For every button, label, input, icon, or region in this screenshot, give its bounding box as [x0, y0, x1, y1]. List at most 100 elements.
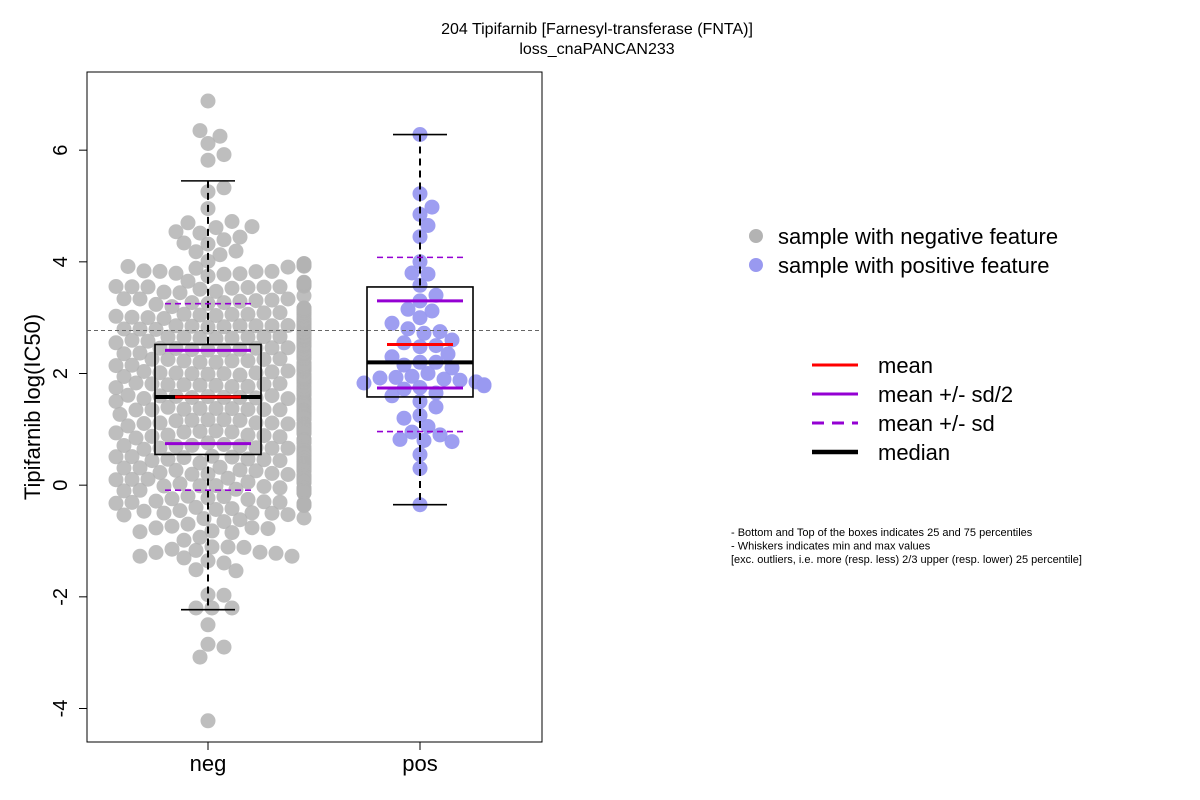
pos-point	[436, 371, 452, 387]
neg-point	[272, 429, 288, 445]
neg-point	[232, 367, 248, 383]
neg-point	[232, 266, 248, 282]
neg-point	[192, 423, 208, 439]
neg-point	[176, 424, 192, 440]
neg-point	[264, 388, 280, 404]
neg-point	[224, 401, 240, 417]
neg-point	[272, 305, 288, 321]
neg-point	[256, 329, 272, 345]
neg-point	[156, 478, 172, 494]
axis-layer: -4 -2 0 2 4 6 neg pos	[50, 145, 438, 776]
neg-point	[240, 427, 256, 443]
neg-point	[188, 600, 204, 616]
neg-point	[200, 136, 216, 151]
neg-point	[296, 300, 312, 316]
neg-point	[232, 318, 248, 334]
neg-point	[128, 375, 144, 391]
pos-point	[416, 325, 432, 341]
pos-point	[420, 419, 436, 434]
neg-point	[184, 437, 200, 453]
neg-point	[216, 489, 232, 505]
neg-point	[248, 365, 264, 381]
neg-point	[192, 225, 208, 241]
neg-point	[176, 235, 192, 251]
points-layer	[108, 93, 492, 729]
pos-point	[412, 254, 428, 270]
neg-point	[200, 184, 216, 200]
neg-point	[240, 280, 256, 295]
neg-point	[168, 265, 184, 281]
pos-point	[412, 339, 428, 355]
neg-point	[264, 340, 280, 356]
neg-point	[176, 532, 192, 548]
neg-point	[208, 401, 224, 416]
legend-line-label: mean	[878, 353, 933, 378]
neg-point	[248, 415, 264, 431]
neg-point	[140, 310, 156, 326]
neg-point	[176, 377, 192, 393]
neg-point	[212, 128, 228, 144]
pos-point	[396, 410, 412, 426]
neg-point	[216, 555, 232, 571]
neg-point	[152, 415, 168, 431]
pos-point	[420, 266, 436, 282]
neg-point	[148, 493, 164, 509]
neg-point	[124, 494, 140, 510]
neg-point	[248, 463, 264, 479]
neg-point	[296, 485, 312, 501]
neg-point	[160, 377, 176, 393]
neg-point	[200, 587, 216, 603]
neg-point	[220, 470, 236, 486]
neg-point	[200, 412, 216, 428]
neg-point	[272, 329, 288, 345]
neg-point	[280, 363, 296, 379]
neg-point	[296, 274, 312, 290]
neg-point	[216, 266, 232, 282]
chart-subtitle: loss_cnaPANCAN233	[519, 41, 674, 58]
neg-point	[176, 306, 192, 322]
neg-point	[132, 548, 148, 564]
legend-line-label: mean +/- sd/2	[878, 382, 1013, 407]
neg-point	[200, 366, 216, 382]
neg-point	[180, 215, 196, 231]
pos-point	[400, 301, 416, 317]
chart-note: - Whiskers indicates min and max values	[731, 541, 931, 553]
neg-point	[152, 365, 168, 381]
neg-point	[224, 379, 240, 394]
neg-point	[184, 295, 200, 311]
pos-point	[432, 324, 448, 340]
neg-point	[144, 453, 160, 469]
pos-box	[366, 286, 474, 398]
neg-point	[136, 416, 152, 431]
pos-point	[412, 460, 428, 476]
pos-point	[476, 378, 492, 394]
pos-point	[404, 265, 420, 281]
neg-point	[116, 369, 132, 384]
neg-point	[208, 283, 224, 299]
neg-point	[216, 147, 232, 163]
pos-point	[444, 434, 460, 450]
neg-point	[260, 521, 276, 537]
neg-point	[164, 299, 180, 315]
neg-point	[108, 449, 124, 465]
neg-point	[244, 520, 260, 536]
neg-point	[200, 553, 216, 569]
neg-point	[224, 600, 240, 616]
legend-point-label: sample with positive feature	[778, 253, 1049, 278]
neg-point	[184, 318, 200, 334]
x-tick-label: pos	[402, 751, 437, 776]
neg-point	[192, 330, 208, 346]
legend-point-marker	[749, 229, 763, 243]
neg-point	[148, 321, 164, 337]
neg-point	[208, 478, 224, 494]
y-tick-label: 6	[50, 145, 72, 156]
chart-title: 204 Tipifarnib [Farnesyl-transferase (FN…	[441, 21, 753, 38]
neg-point	[280, 291, 296, 307]
neg-point	[120, 259, 136, 274]
neg-point	[280, 440, 296, 456]
neg-point	[108, 380, 124, 396]
neg-point	[168, 462, 184, 478]
neg-point	[216, 232, 232, 248]
neg-point	[248, 264, 264, 280]
neg-point	[256, 402, 272, 418]
